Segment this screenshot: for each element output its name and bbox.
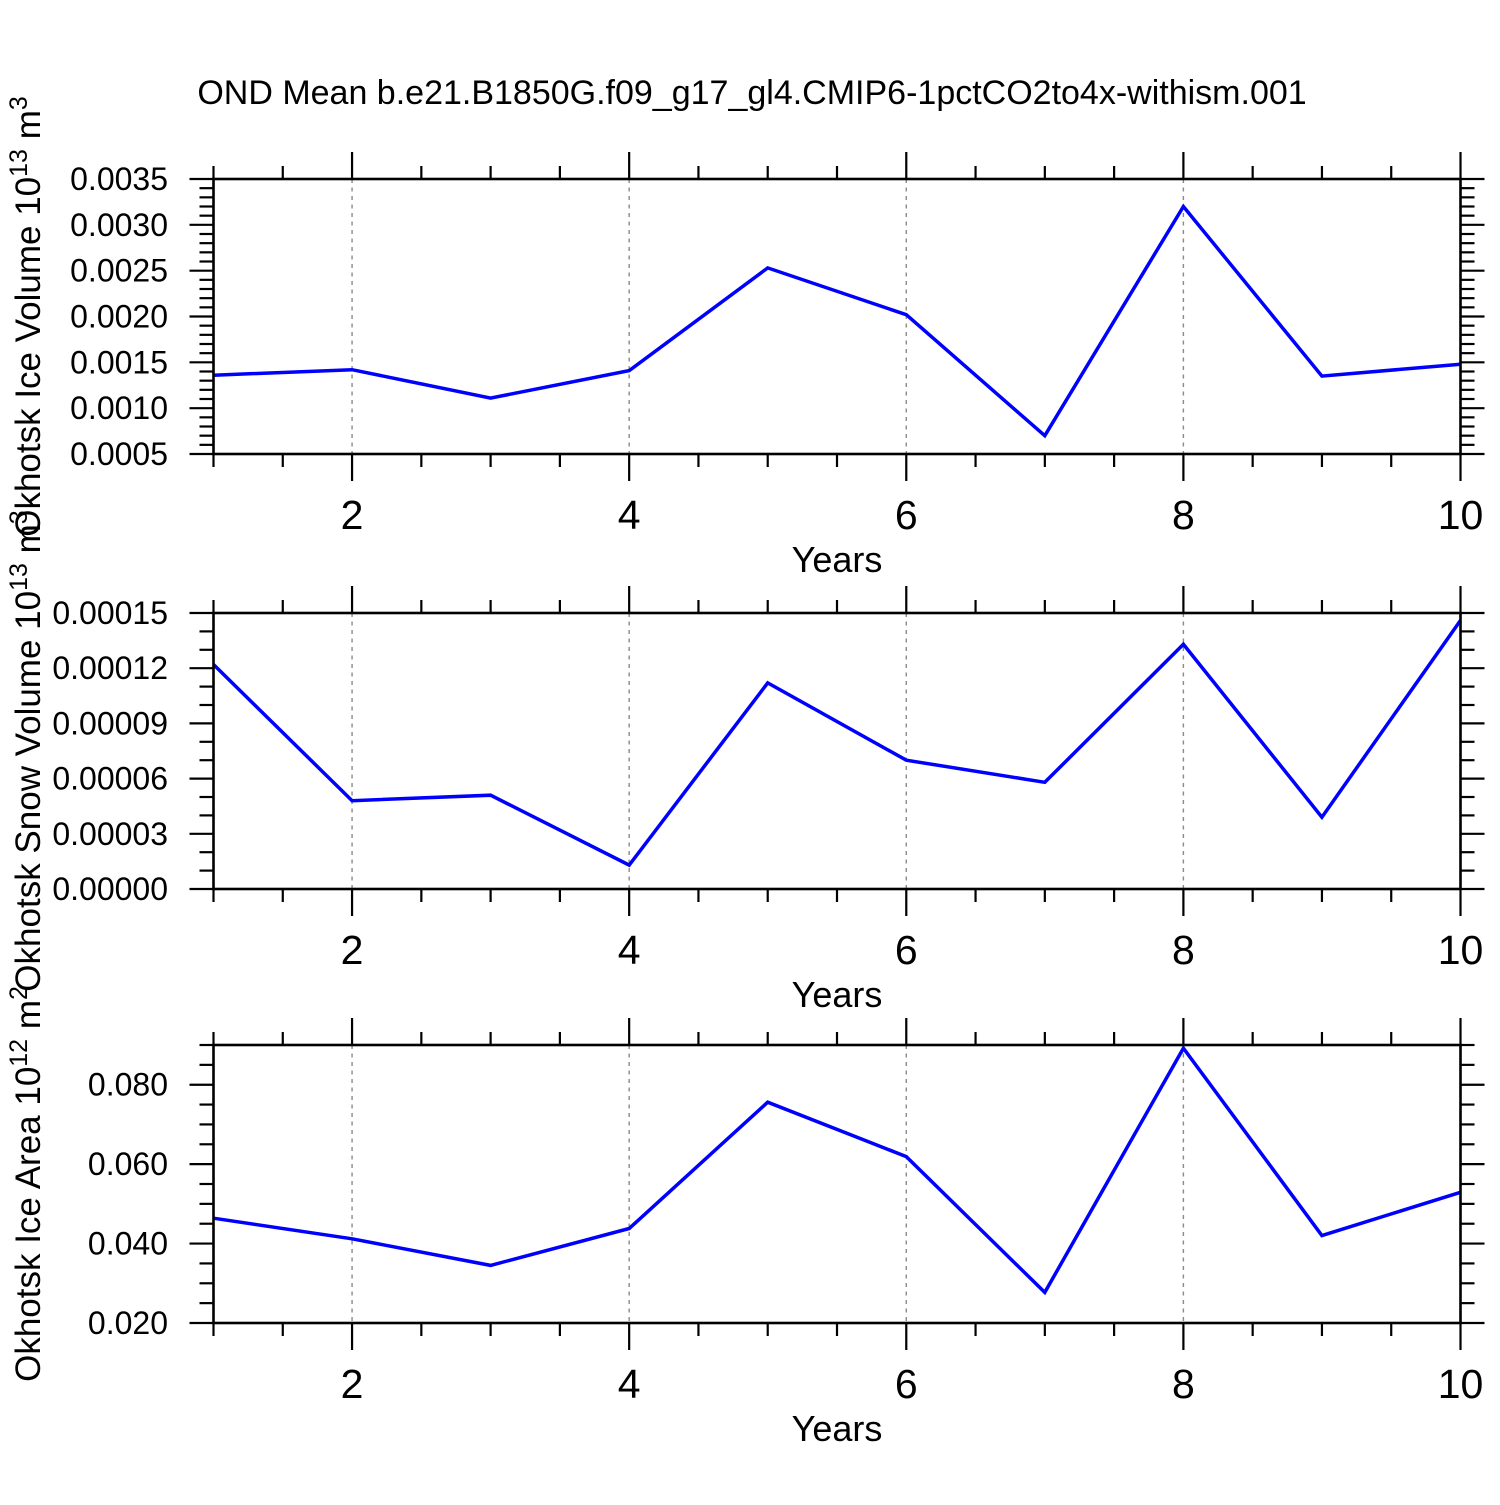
x-tick-label: 2 [341,492,364,538]
y-axis-title: Okhotsk Snow Volume 1013 m3 [5,510,48,991]
data-line [213,203,1461,439]
panels-group: 0.0005 0.0010 0.0015 0.0020 0.0025 0.0030 0.00… [5,96,1485,1449]
x-axis-title: Years [792,1408,883,1449]
x-tick-label: 8 [1172,1361,1195,1407]
x-tick-label: 10 [1438,492,1484,538]
y-tick-label: 0.00003 [52,816,168,852]
x-tick-label: 10 [1438,927,1484,973]
y-tick-label: 0.0035 [70,161,168,197]
x-tick-label: 6 [895,492,918,538]
y-axis-title: Okhotsk Ice Volume 1013 m3 [5,96,48,537]
x-tick-label: 4 [618,1361,641,1407]
panel-0: 0.0005 0.0010 0.0015 0.0020 0.0025 0.0030 0.00… [5,96,1485,580]
y-tick-label: 0.0020 [70,299,168,335]
x-tick-label: 8 [1172,927,1195,973]
data-line [213,1044,1462,1296]
x-tick-label: 4 [618,927,641,973]
x-tick-label: 2 [341,1361,364,1407]
y-tick-label: 0.00012 [52,650,168,686]
y-tick-label: 0.0015 [70,344,168,380]
data-line [212,619,1462,868]
panel-2: 0.020 0.040 0.060 0.080 2 4 6 8 10 Years Okhotsk I… [5,986,1485,1449]
x-tick-label: 6 [895,927,918,973]
x-tick-label: 2 [341,927,364,973]
y-tick-label: 0.040 [88,1226,168,1262]
x-tick-label: 8 [1172,492,1195,538]
axis-frame [212,1043,1462,1325]
x-axis-title: Years [792,974,883,1015]
y-tick-label: 0.00000 [52,871,168,907]
y-tick-label: 0.060 [88,1146,168,1182]
y-tick-label: 0.0025 [70,253,168,289]
axis-frame [212,611,1462,891]
x-tick-label: 4 [618,492,641,538]
x-axis-title: Years [792,539,883,580]
y-tick-label: 0.0005 [70,436,168,472]
x-tick-label: 6 [895,1361,918,1407]
y-axis-title: Okhotsk Ice Area 1012 m2 [5,986,48,1382]
x-tick-label: 10 [1438,1361,1484,1407]
y-tick-label: 0.00015 [52,595,168,631]
figure-title: OND Mean b.e21.B1850G.f09_g17_gl4.CMIP6-… [197,74,1306,112]
y-tick-label: 0.0010 [70,390,168,426]
y-tick-label: 0.00006 [52,761,168,797]
y-tick-label: 0.080 [88,1067,168,1103]
y-tick-label: 0.0030 [70,207,168,243]
panel-1: 0.00000 0.00003 0.00006 0.00009 0.00012 0.000… [5,510,1485,1015]
y-tick-label: 0.00009 [52,705,168,741]
y-tick-label: 0.020 [88,1305,168,1341]
